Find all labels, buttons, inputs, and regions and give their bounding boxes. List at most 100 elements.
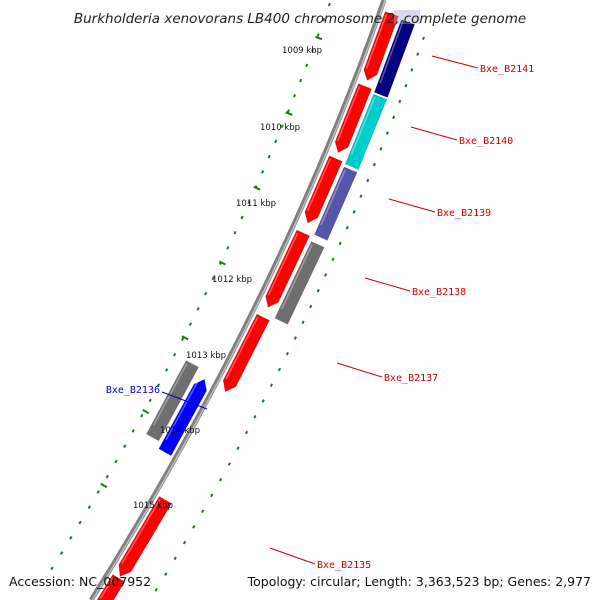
kbp-label-1015: 1015 kbp <box>133 501 173 511</box>
tick-mark <box>78 520 82 525</box>
major-tick-mark <box>181 335 189 341</box>
tick-mark <box>385 131 389 135</box>
tick-mark <box>316 288 320 293</box>
feature-bxe-b2141[interactable] <box>374 19 415 98</box>
tick-mark <box>324 273 328 277</box>
feature-bxe-b2138[interactable] <box>274 241 325 325</box>
tick-mark <box>305 63 309 68</box>
gene-label-bxe-b2138[interactable]: Bxe_B2138 <box>412 287 466 298</box>
tick-mark <box>244 430 249 435</box>
tick-mark <box>87 505 91 509</box>
tick-mark <box>261 170 265 174</box>
tick-mark <box>173 556 177 561</box>
tick-mark <box>280 124 284 128</box>
tick-mark <box>410 68 414 72</box>
tick-mark <box>316 33 320 37</box>
feature-red-2[interactable] <box>334 83 372 154</box>
tick-mark <box>322 17 326 22</box>
chromosome-backbone-highlight <box>91 0 386 600</box>
feature-red-1[interactable] <box>363 11 399 81</box>
tick-mark <box>114 459 118 464</box>
leader-bxe-b2136 <box>161 391 208 410</box>
tick-mark <box>164 572 168 576</box>
feature-red-5[interactable] <box>96 574 126 600</box>
feature-highlight <box>350 96 376 155</box>
tick-mark <box>96 490 100 494</box>
tick-mark <box>247 200 251 205</box>
kbp-label-1011: 1011 kbp <box>236 199 276 209</box>
tick-mark <box>188 322 192 326</box>
tick-mark <box>261 399 265 403</box>
feature-gray-minus[interactable] <box>146 360 199 442</box>
genome-summary-text: Topology: circular; Length: 3,363,523 bp… <box>247 574 591 589</box>
gene-labels: Bxe_B2141 Bxe_B2140 Bxe_B2139 Bxe_B2138 … <box>106 64 534 571</box>
feature-highlight <box>121 499 161 564</box>
tick-mark <box>204 291 208 296</box>
feature-highlight <box>320 169 346 226</box>
gene-label-bxe-b2141[interactable]: Bxe_B2141 <box>480 64 534 75</box>
kbp-label-1010: 1010 kbp <box>260 123 300 133</box>
feature-highlight <box>165 378 200 441</box>
tick-mark <box>240 215 244 220</box>
feature-bxe-b2140[interactable] <box>345 93 388 170</box>
leader-bxe-b2137 <box>336 362 383 378</box>
tick-mark <box>210 493 214 498</box>
tick-mark <box>201 509 205 513</box>
feature-red-3[interactable] <box>304 155 343 224</box>
tick-mark <box>404 83 408 88</box>
feature-partial-top <box>394 10 420 24</box>
gene-label-bxe-b2136[interactable]: Bxe_B2136 <box>106 385 160 396</box>
feature-highlight <box>99 577 114 600</box>
gene-label-leaders <box>161 55 479 565</box>
gene-label-bxe-b2137[interactable]: Bxe_B2137 <box>384 373 438 384</box>
feature-highlight <box>153 363 188 426</box>
tick-mark <box>165 368 169 372</box>
tick-mark <box>123 444 127 448</box>
tick-rings <box>50 2 425 592</box>
tick-mark <box>416 52 420 56</box>
major-tick-mark <box>315 35 323 41</box>
gene-label-bxe-b2140[interactable]: Bxe_B2140 <box>459 136 513 147</box>
tick-mark <box>181 337 185 342</box>
map-title: Burkholderia xenovorans LB400 chromosome… <box>74 11 526 27</box>
tick-mark <box>309 304 313 309</box>
tick-mark <box>293 336 297 340</box>
feature-bxe-b2135[interactable] <box>118 496 172 577</box>
tick-mark <box>338 241 342 246</box>
kbp-label-1009: 1009 kbp <box>282 46 322 56</box>
gene-label-bxe-b2135[interactable]: Bxe_B2135 <box>317 560 371 571</box>
tick-mark <box>233 230 237 235</box>
tick-mark <box>352 210 356 214</box>
tick-mark <box>156 383 160 387</box>
feature-bxe-b2137[interactable] <box>222 313 270 393</box>
tick-mark <box>253 414 257 419</box>
tick-mark <box>422 36 425 41</box>
kbp-label-1014: 1014 kbp <box>160 426 200 436</box>
tick-mark <box>59 551 64 555</box>
tick-mark <box>392 115 396 120</box>
tick-mark <box>267 154 271 159</box>
tick-mark <box>299 78 303 83</box>
chromosome-backbone <box>89 0 387 600</box>
tick-mark <box>69 536 73 540</box>
tick-mark <box>192 525 196 529</box>
tick-mark <box>372 162 376 167</box>
tick-mark <box>219 477 223 482</box>
tick-mark <box>293 94 297 98</box>
major-tick-mark <box>285 111 293 116</box>
feature-red-4[interactable] <box>265 229 310 308</box>
tick-mark <box>50 566 54 571</box>
tick-mark <box>227 462 231 466</box>
gene-label-bxe-b2139[interactable]: Bxe_B2139 <box>437 208 491 219</box>
leader-bxe-b2139 <box>388 198 436 213</box>
major-tick-mark <box>142 409 150 415</box>
tick-mark <box>226 246 230 250</box>
feature-highlight <box>337 86 361 141</box>
feature-highlight <box>267 232 299 296</box>
feature-highlight <box>379 22 404 84</box>
tick-mark <box>173 352 177 357</box>
feature-bxe-b2139[interactable] <box>314 166 358 241</box>
feature-highlight <box>365 14 388 69</box>
feature-bxe-b2136[interactable] <box>158 378 207 457</box>
